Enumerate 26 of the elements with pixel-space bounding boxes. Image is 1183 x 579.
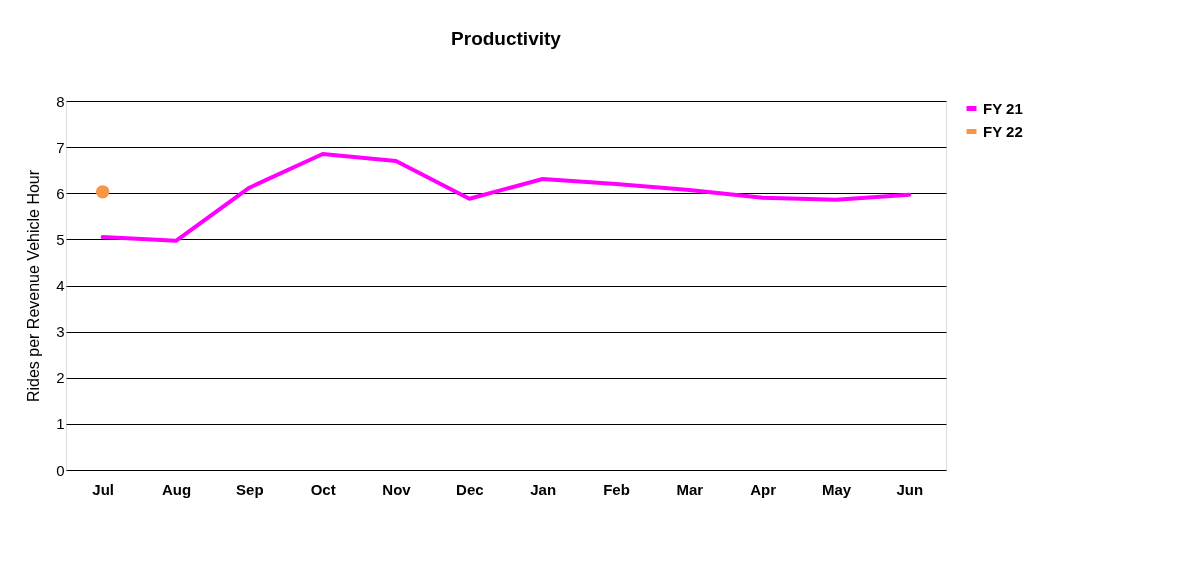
x-tick-label: Jun [896,480,924,498]
x-tick-label: Jul [92,480,115,498]
x-tick-label: Feb [603,480,630,498]
y-tick-label: 3 [56,323,65,341]
y-tick-label: 5 [56,230,65,248]
y-tick-label: 1 [56,415,65,433]
x-tick-label: Nov [382,480,412,498]
y-tick-label: 8 [56,92,65,110]
x-tick-label: Sep [236,480,264,498]
x-tick-label: Apr [750,480,777,498]
legend-label: FY 21 [983,99,1023,117]
y-axis-title: Rides per Revenue Vehicle Hour [25,169,43,403]
x-tick-label: Oct [310,480,336,498]
y-tick-label: 4 [56,277,65,294]
x-tick-label: Dec [456,480,484,498]
y-tick-label: 7 [56,138,65,156]
legend-label: FY 22 [983,122,1023,140]
x-tick-label: Jan [530,480,557,498]
chart-title: Productivity [451,28,562,49]
x-tick-label: Mar [676,480,704,498]
line-series [100,152,912,243]
y-tick-label: 0 [56,461,65,479]
y-tick-label: 6 [56,184,65,202]
x-tick-label: Aug [161,480,192,498]
x-tick-label: May [821,480,852,498]
y-tick-label: 2 [56,369,65,387]
